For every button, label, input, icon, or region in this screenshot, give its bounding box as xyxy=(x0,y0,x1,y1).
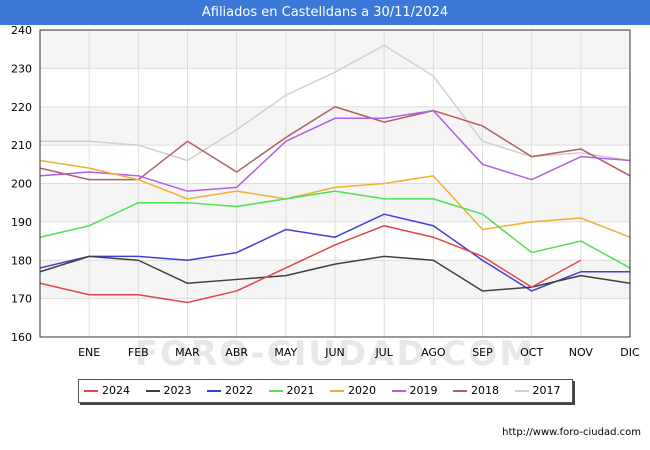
legend-swatch xyxy=(391,390,406,392)
legend-label: 2018 xyxy=(471,384,499,397)
legend-label: 2021 xyxy=(286,384,315,397)
x-tick-label: SEP xyxy=(472,346,493,359)
chart-title: Afiliados en Castelldans a 30/11/2024 xyxy=(0,0,650,25)
series-lines xyxy=(39,44,631,304)
series-line-2021 xyxy=(39,190,631,269)
series-line-2022 xyxy=(39,213,630,292)
legend-swatch xyxy=(330,390,344,392)
legend-swatch xyxy=(514,390,529,392)
y-tick-label: 220 xyxy=(11,101,32,114)
series-line-2019 xyxy=(39,109,631,192)
legend-label: 2022 xyxy=(225,384,253,397)
x-tick-label: JUN xyxy=(324,346,345,359)
x-axis-ticks: ENE FEB MAR ABR MAY JUN JUL AGO SEP OCT NOV DIC xyxy=(78,346,640,359)
y-tick-label: 190 xyxy=(11,216,32,229)
y-tick-label: 240 xyxy=(11,24,32,37)
y-tick-label: 230 xyxy=(11,62,32,75)
legend: 2024 2023 2022 2021 2020 2019 2018 2017 xyxy=(78,379,573,403)
legend-swatch xyxy=(268,390,283,392)
legend-swatch xyxy=(84,390,98,392)
x-tick-label: DIC xyxy=(620,346,640,359)
legend-label: 2019 xyxy=(409,384,438,397)
x-tick-label: ENE xyxy=(78,346,100,359)
series-line-2024 xyxy=(39,224,582,304)
y-tick-label: 160 xyxy=(11,331,32,344)
series-line-2020 xyxy=(39,159,631,238)
legend-swatch xyxy=(145,390,160,392)
legend-swatch xyxy=(207,390,221,392)
plot-frame xyxy=(39,29,631,338)
y-tick-label: 170 xyxy=(11,293,32,306)
legend-label: 2023 xyxy=(163,384,192,397)
x-tick-label: OCT xyxy=(520,346,543,359)
x-tick-label: MAY xyxy=(274,346,297,359)
legend-label: 2020 xyxy=(348,384,376,397)
x-tick-label: FEB xyxy=(128,346,149,359)
y-axis-ticks: 160 170 180 190 200 210 220 230 240 xyxy=(11,24,32,344)
y-tick-label: 210 xyxy=(11,139,32,152)
legend-label: 2024 xyxy=(102,384,130,397)
x-tick-label: ABR xyxy=(225,346,248,359)
x-tick-label: AGO xyxy=(421,346,446,359)
legend-swatch xyxy=(453,390,467,392)
source-url: http://www.foro-ciudad.com xyxy=(502,427,641,438)
x-tick-label: JUL xyxy=(374,346,393,359)
x-tick-label: MAR xyxy=(175,346,200,359)
legend-label: 2017 xyxy=(532,384,561,397)
x-tick-label: NOV xyxy=(569,346,594,359)
y-tick-label: 200 xyxy=(11,178,32,191)
y-tick-label: 180 xyxy=(11,254,32,267)
watermark-text: FORO-CIUDAD.COM xyxy=(135,334,536,374)
